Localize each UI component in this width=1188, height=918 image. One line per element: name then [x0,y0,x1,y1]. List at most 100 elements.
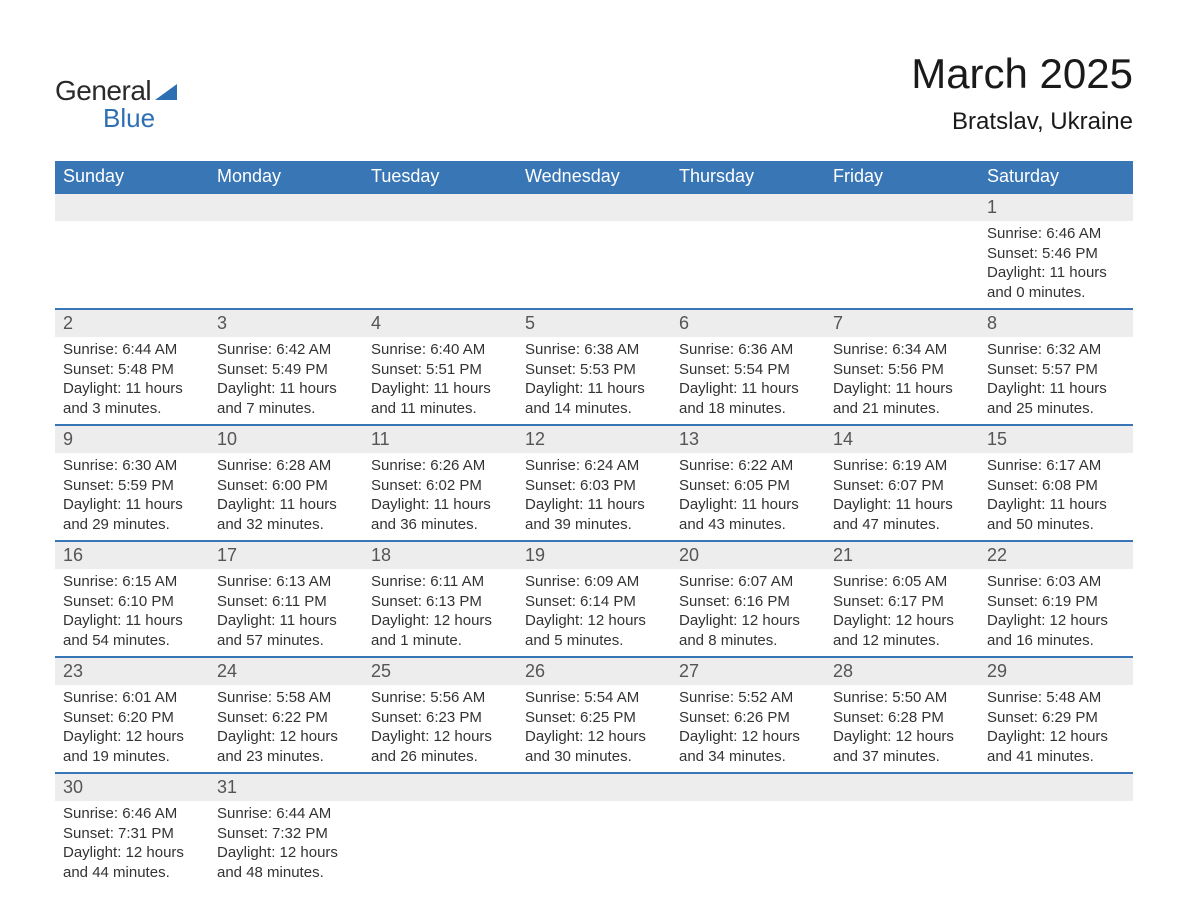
day-number: 24 [209,658,363,685]
calendar-head: SundayMondayTuesdayWednesdayThursdayFrid… [55,161,1133,193]
sunset-line: Sunset: 5:49 PM [217,360,355,380]
empty-day-bar [209,194,363,221]
day-body: Sunrise: 6:42 AMSunset: 5:49 PMDaylight:… [209,337,363,424]
day-body: Sunrise: 5:58 AMSunset: 6:22 PMDaylight:… [209,685,363,772]
sunrise-line: Sunrise: 6:46 AM [987,224,1125,244]
daylight-line: Daylight: 11 hours and 47 minutes. [833,495,971,534]
day-body: Sunrise: 6:09 AMSunset: 6:14 PMDaylight:… [517,569,671,656]
day-number: 2 [55,310,209,337]
day-body: Sunrise: 6:32 AMSunset: 5:57 PMDaylight:… [979,337,1133,424]
day-number: 10 [209,426,363,453]
daylight-line: Daylight: 11 hours and 18 minutes. [679,379,817,418]
calendar-cell: 18Sunrise: 6:11 AMSunset: 6:13 PMDayligh… [363,541,517,657]
sunrise-line: Sunrise: 6:32 AM [987,340,1125,360]
calendar-cell: 27Sunrise: 5:52 AMSunset: 6:26 PMDayligh… [671,657,825,773]
day-number: 20 [671,542,825,569]
weekday-header: Monday [209,161,363,193]
calendar-cell: 6Sunrise: 6:36 AMSunset: 5:54 PMDaylight… [671,309,825,425]
day-body: Sunrise: 5:52 AMSunset: 6:26 PMDaylight:… [671,685,825,772]
calendar-cell: 13Sunrise: 6:22 AMSunset: 6:05 PMDayligh… [671,425,825,541]
calendar-cell [825,193,979,309]
sunrise-line: Sunrise: 6:19 AM [833,456,971,476]
day-number: 4 [363,310,517,337]
daylight-line: Daylight: 11 hours and 21 minutes. [833,379,971,418]
weekday-header: Saturday [979,161,1133,193]
sunrise-line: Sunrise: 5:56 AM [371,688,509,708]
day-body: Sunrise: 5:50 AMSunset: 6:28 PMDaylight:… [825,685,979,772]
daylight-line: Daylight: 12 hours and 23 minutes. [217,727,355,766]
empty-day-bar [517,774,671,801]
sunset-line: Sunset: 6:17 PM [833,592,971,612]
sunrise-line: Sunrise: 6:44 AM [63,340,201,360]
day-number: 15 [979,426,1133,453]
day-body: Sunrise: 6:03 AMSunset: 6:19 PMDaylight:… [979,569,1133,656]
page-header: General Blue March 2025 Bratslav, Ukrain… [55,50,1133,136]
day-body: Sunrise: 6:38 AMSunset: 5:53 PMDaylight:… [517,337,671,424]
daylight-line: Daylight: 11 hours and 43 minutes. [679,495,817,534]
day-body: Sunrise: 5:56 AMSunset: 6:23 PMDaylight:… [363,685,517,772]
day-number: 9 [55,426,209,453]
day-body: Sunrise: 6:30 AMSunset: 5:59 PMDaylight:… [55,453,209,540]
empty-day-bar [55,194,209,221]
sunrise-line: Sunrise: 6:13 AM [217,572,355,592]
calendar-cell: 3Sunrise: 6:42 AMSunset: 5:49 PMDaylight… [209,309,363,425]
calendar-cell: 29Sunrise: 5:48 AMSunset: 6:29 PMDayligh… [979,657,1133,773]
sunset-line: Sunset: 6:02 PM [371,476,509,496]
sunrise-line: Sunrise: 6:42 AM [217,340,355,360]
sunrise-line: Sunrise: 6:05 AM [833,572,971,592]
empty-day-body [671,801,825,877]
day-number: 8 [979,310,1133,337]
sunset-line: Sunset: 6:10 PM [63,592,201,612]
calendar-week: 30Sunrise: 6:46 AMSunset: 7:31 PMDayligh… [55,773,1133,888]
daylight-line: Daylight: 11 hours and 50 minutes. [987,495,1125,534]
day-number: 18 [363,542,517,569]
calendar-cell: 30Sunrise: 6:46 AMSunset: 7:31 PMDayligh… [55,773,209,888]
daylight-line: Daylight: 11 hours and 11 minutes. [371,379,509,418]
calendar-cell: 16Sunrise: 6:15 AMSunset: 6:10 PMDayligh… [55,541,209,657]
sunrise-line: Sunrise: 6:36 AM [679,340,817,360]
day-body: Sunrise: 6:07 AMSunset: 6:16 PMDaylight:… [671,569,825,656]
sunset-line: Sunset: 6:14 PM [525,592,663,612]
day-number: 11 [363,426,517,453]
page-title: March 2025 [911,50,1133,98]
empty-day-body [55,221,209,297]
empty-day-bar [825,774,979,801]
day-body: Sunrise: 6:01 AMSunset: 6:20 PMDaylight:… [55,685,209,772]
sunset-line: Sunset: 7:32 PM [217,824,355,844]
calendar-cell: 9Sunrise: 6:30 AMSunset: 5:59 PMDaylight… [55,425,209,541]
sunrise-line: Sunrise: 6:17 AM [987,456,1125,476]
sunrise-line: Sunrise: 6:28 AM [217,456,355,476]
day-number: 5 [517,310,671,337]
calendar-cell: 31Sunrise: 6:44 AMSunset: 7:32 PMDayligh… [209,773,363,888]
day-number: 12 [517,426,671,453]
calendar-week: 23Sunrise: 6:01 AMSunset: 6:20 PMDayligh… [55,657,1133,773]
calendar-week: 9Sunrise: 6:30 AMSunset: 5:59 PMDaylight… [55,425,1133,541]
daylight-line: Daylight: 12 hours and 16 minutes. [987,611,1125,650]
calendar-cell: 10Sunrise: 6:28 AMSunset: 6:00 PMDayligh… [209,425,363,541]
day-body: Sunrise: 6:36 AMSunset: 5:54 PMDaylight:… [671,337,825,424]
daylight-line: Daylight: 12 hours and 1 minute. [371,611,509,650]
daylight-line: Daylight: 11 hours and 29 minutes. [63,495,201,534]
sunset-line: Sunset: 6:28 PM [833,708,971,728]
calendar-cell: 1Sunrise: 6:46 AMSunset: 5:46 PMDaylight… [979,193,1133,309]
daylight-line: Daylight: 12 hours and 8 minutes. [679,611,817,650]
empty-day-body [979,801,1133,877]
sunset-line: Sunset: 5:46 PM [987,244,1125,264]
empty-day-bar [671,774,825,801]
logo-triangle-icon [155,84,177,100]
empty-day-body [671,221,825,297]
sunset-line: Sunset: 6:08 PM [987,476,1125,496]
calendar-cell: 7Sunrise: 6:34 AMSunset: 5:56 PMDaylight… [825,309,979,425]
day-number: 13 [671,426,825,453]
day-number: 31 [209,774,363,801]
calendar-cell: 26Sunrise: 5:54 AMSunset: 6:25 PMDayligh… [517,657,671,773]
sunrise-line: Sunrise: 6:11 AM [371,572,509,592]
sunset-line: Sunset: 6:00 PM [217,476,355,496]
page-subtitle: Bratslav, Ukraine [911,108,1133,136]
day-body: Sunrise: 6:11 AMSunset: 6:13 PMDaylight:… [363,569,517,656]
sunrise-line: Sunrise: 6:40 AM [371,340,509,360]
sunset-line: Sunset: 6:20 PM [63,708,201,728]
calendar-cell: 19Sunrise: 6:09 AMSunset: 6:14 PMDayligh… [517,541,671,657]
sunrise-line: Sunrise: 5:58 AM [217,688,355,708]
sunset-line: Sunset: 6:13 PM [371,592,509,612]
